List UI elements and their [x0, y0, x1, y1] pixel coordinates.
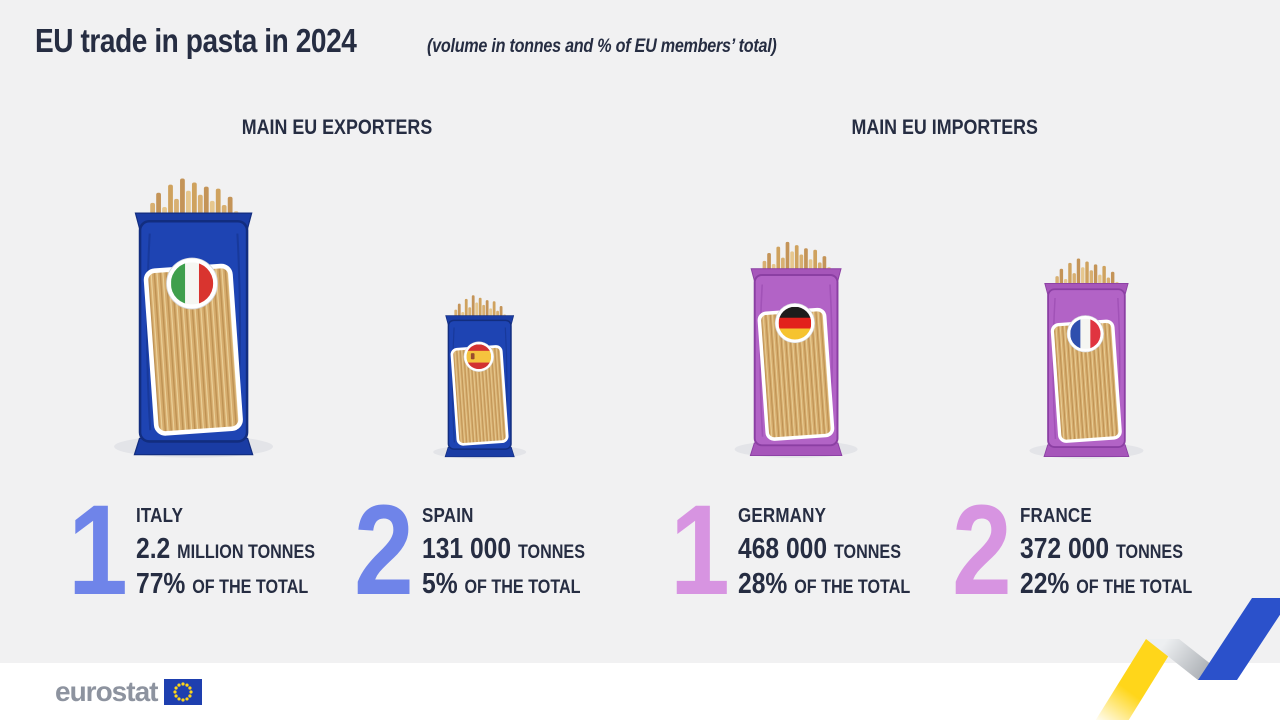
section-header-exporters: MAIN EU EXPORTERS: [241, 116, 433, 139]
rank-item-france: 2 FRANCE 372 000 TONNES 22% OF THE TOTAL: [952, 479, 1223, 622]
share-label: OF THE TOTAL: [192, 577, 309, 598]
share-value: 77%: [136, 568, 186, 600]
volume-unit: MILLION TONNES: [177, 542, 316, 563]
rank-item-spain: 2 SPAIN 131 000 TONNES 5% OF THE TOTAL: [354, 479, 614, 622]
country-name: ITALY: [136, 505, 184, 527]
share-label: OF THE TOTAL: [1076, 577, 1193, 598]
share-value: 22%: [1020, 568, 1070, 600]
volume-value: 2.2: [136, 533, 171, 565]
pasta-package-germany: [733, 223, 859, 460]
rank-number: 1: [68, 479, 128, 622]
pasta-package-france: [1028, 241, 1145, 460]
volume-unit: TONNES: [517, 542, 585, 563]
rank-number: 1: [670, 479, 730, 622]
country-name: GERMANY: [738, 505, 827, 527]
page-title: EU trade in pasta in 2024: [35, 22, 357, 59]
rank-number: 2: [354, 479, 414, 622]
share-value: 5%: [422, 568, 458, 600]
volume-unit: TONNES: [1115, 542, 1183, 563]
page-title-block: EU trade in pasta in 2024 (volume in ton…: [35, 22, 838, 60]
share-value: 28%: [738, 568, 788, 600]
eurostat-wordmark: eurostat: [55, 676, 158, 707]
rank-details: GERMANY 468 000 TONNES 28% OF THE TOTAL: [738, 502, 941, 601]
volume-value: 131 000: [422, 533, 512, 565]
eu-flag-icon: [157, 679, 203, 705]
volume-value: 468 000: [738, 533, 828, 565]
rank-number: 2: [952, 479, 1012, 622]
rank-details: ITALY 2.2 MILLION TONNES 77% OF THE TOTA…: [136, 502, 347, 601]
pasta-package-graphic: [1028, 258, 1143, 459]
share-label: OF THE TOTAL: [794, 577, 911, 598]
pasta-package-italy: [112, 154, 275, 460]
rank-details: SPAIN 131 000 TONNES 5% OF THE TOTAL: [422, 502, 614, 601]
share-label: OF THE TOTAL: [464, 577, 581, 598]
pasta-package-spain: [432, 281, 527, 460]
country-name: FRANCE: [1020, 505, 1092, 527]
rank-item-germany: 1 GERMANY 468 000 TONNES 28% OF THE TOTA…: [670, 479, 941, 622]
pasta-package-graphic: [114, 178, 274, 458]
footer-band: [0, 663, 1280, 720]
volume-value: 372 000: [1020, 533, 1110, 565]
pasta-package-graphic: [433, 295, 527, 459]
country-name: SPAIN: [422, 505, 474, 527]
eurostat-zigzag-ribbon: [1080, 580, 1280, 720]
volume-unit: TONNES: [833, 542, 901, 563]
page-subtitle: (volume in tonnes and % of EU members’ t…: [427, 36, 777, 57]
rank-details: FRANCE 372 000 TONNES 22% OF THE TOTAL: [1020, 502, 1223, 601]
rank-item-italy: 1 ITALY 2.2 MILLION TONNES 77% OF THE TO…: [68, 479, 347, 622]
pasta-package-graphic: [734, 242, 858, 459]
eurostat-logo: eurostat: [55, 676, 203, 708]
section-header-importers: MAIN EU IMPORTERS: [851, 116, 1039, 139]
